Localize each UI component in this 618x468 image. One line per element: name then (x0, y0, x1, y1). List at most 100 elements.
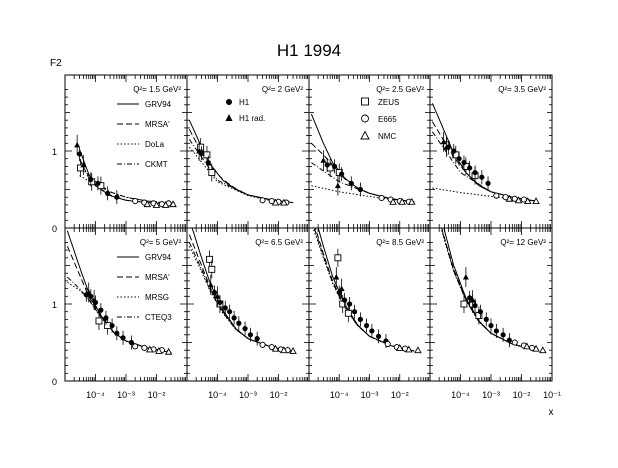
fit-curve-dashed (79, 158, 172, 205)
h1-point (485, 180, 491, 186)
panel-frame (186, 227, 310, 382)
nmc-point (523, 197, 532, 204)
h1-rad-point (320, 157, 327, 163)
x-tick-label: 10⁻³ (239, 390, 257, 400)
y-tick-label: 1 (52, 300, 57, 310)
h1-point (500, 332, 506, 338)
h1-point (467, 165, 473, 171)
fit-curve-solid (443, 228, 537, 351)
fit-curve-dotted (188, 246, 294, 353)
h1-point (217, 299, 223, 306)
h1-point (348, 180, 354, 186)
nmc-point (152, 200, 161, 208)
panel-1: Q²= 1.5 GeV² 0 1 GRV94 MRSA' DoLa CKMT (52, 74, 188, 234)
h1-rad-point (462, 274, 469, 280)
nmc-point (539, 346, 547, 354)
h1-point (114, 330, 120, 336)
h1-point (493, 328, 499, 334)
x-tick-label: 10⁻² (391, 390, 409, 400)
nmc-point (398, 197, 406, 205)
h1-point (477, 309, 484, 315)
nmc-point (164, 347, 173, 355)
zeus-point (334, 254, 342, 262)
x-tick-label: 10⁻³ (482, 390, 500, 400)
fit-curve-dashdot (188, 242, 294, 353)
h1-rad-point (74, 141, 81, 148)
h1-point (227, 309, 233, 315)
e665-point (378, 194, 385, 202)
legend-label: H1 rad. (239, 114, 265, 123)
zeus-point (203, 151, 211, 159)
h1-point (376, 333, 382, 339)
panel-4: Q²= 3.5 GeV² (429, 74, 553, 229)
nmc-point (523, 342, 531, 350)
legend-label: MRSA' (145, 273, 170, 282)
points-group (460, 267, 547, 354)
x-tick-label: 10⁻⁴ (451, 390, 470, 400)
x-tick-label: 10⁻³ (117, 390, 135, 400)
fit-curve-solid (431, 103, 537, 202)
h1-rad-point (334, 182, 341, 189)
h1-point (120, 335, 126, 341)
points-group (440, 131, 540, 204)
h1-point (88, 293, 94, 299)
nmc-point (405, 345, 413, 353)
y-tick-label: 0 (52, 377, 57, 387)
e665-point (259, 341, 266, 348)
h1-point (506, 337, 512, 343)
zeus-point (206, 255, 214, 263)
panel-grid: Q²= 1.5 GeV² 0 1 GRV94 MRSA' DoLa CKMT Q²= 2 Ge… (52, 74, 561, 400)
h1-point (242, 326, 248, 332)
q2-label: Q²= 3.5 GeV² (498, 85, 546, 94)
nmc-point (280, 346, 288, 354)
h1-rad-point (207, 281, 214, 288)
e665-point (511, 339, 518, 346)
legend-label: ZEUS (378, 98, 399, 107)
x-tick-label: 10⁻⁴ (86, 390, 105, 400)
fit-curve-dotted (432, 187, 537, 202)
zeus-point (197, 143, 205, 151)
zeus-point (460, 300, 468, 308)
curve-group (188, 119, 294, 204)
fit-curve-dashed (188, 234, 294, 353)
h1-rad-point (338, 285, 345, 292)
y-tick-label: 0 (52, 224, 57, 234)
h1-point (88, 176, 94, 183)
nmc-point (505, 194, 514, 202)
fit-curve-dashdot (440, 228, 537, 351)
nmc-point (289, 347, 297, 354)
h1-point (456, 156, 462, 162)
nmc-point (408, 197, 416, 205)
panel-3: Q²= 2.5 GeV² ZEUS E665 NMC (308, 74, 431, 229)
h1-point (339, 171, 345, 177)
nmc-point (532, 197, 540, 204)
legend-marker-zeus (361, 97, 369, 106)
x-tick-label: 10⁻² (148, 390, 166, 400)
zeus-point (95, 317, 103, 325)
nmc-point (280, 198, 288, 206)
q2-label: Q²= 8.5 GeV² (376, 238, 424, 247)
fit-curve-dashed (431, 121, 537, 202)
panel-frame (64, 227, 188, 382)
nmc-point (414, 346, 422, 354)
h1-point (336, 289, 342, 296)
nmc-point (155, 347, 163, 354)
legend-label: GRV94 (145, 100, 172, 109)
nmc-point (389, 197, 397, 205)
nmc-point (271, 198, 280, 206)
h1-rad-point (443, 144, 450, 150)
x-tick-label: 10⁻² (513, 390, 531, 400)
legend-label: E665 (378, 115, 397, 124)
h1-point (483, 316, 489, 322)
h1-point (76, 151, 83, 157)
h1-point (467, 295, 473, 301)
points-group (333, 248, 422, 354)
legend-marker-h1 (226, 99, 232, 105)
panel-8: Q²= 12 GeV² 10⁻⁴ 10⁻³ 10⁻² 10⁻¹ (429, 227, 561, 400)
fit-curve-solid (188, 119, 294, 204)
h1-point (479, 174, 485, 180)
zeus-point (344, 309, 352, 317)
nmc-point (161, 200, 170, 208)
h1-point (357, 316, 363, 322)
x-tick-label: 10⁻⁴ (208, 390, 227, 400)
